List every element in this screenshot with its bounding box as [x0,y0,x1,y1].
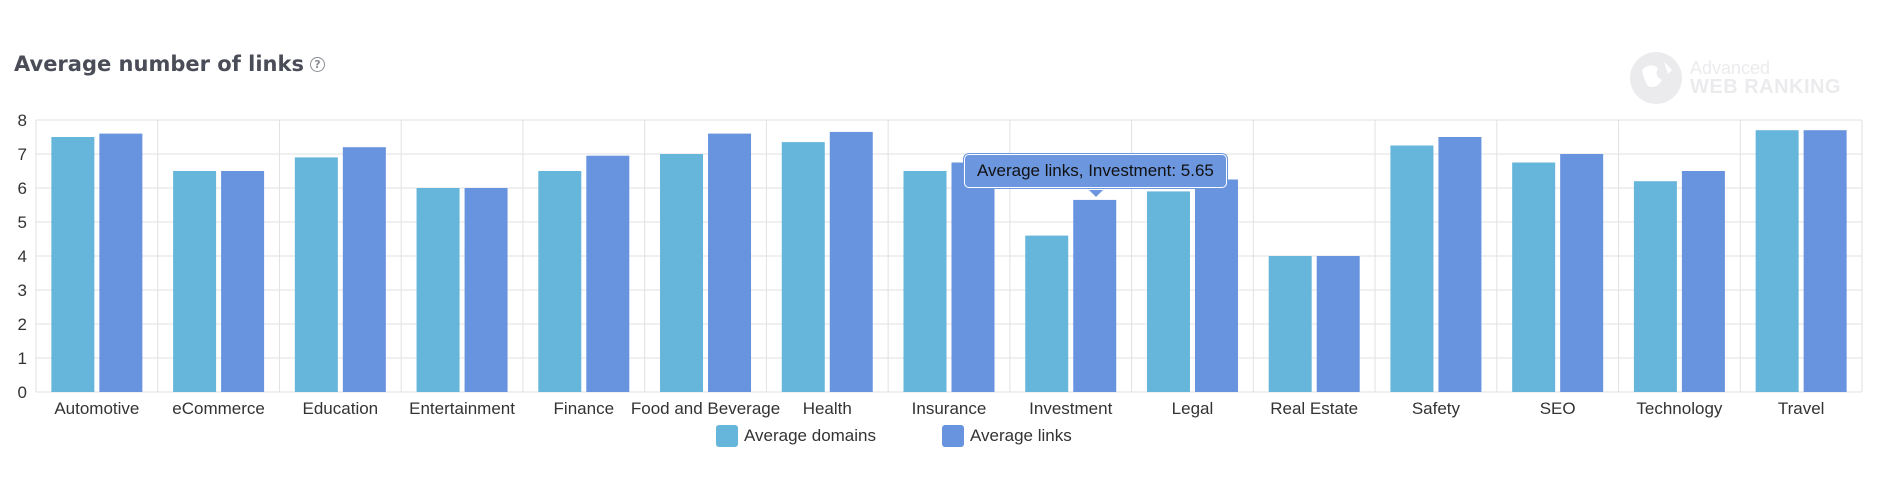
bar[interactable] [1512,162,1556,393]
legend-label-domains: Average domains [744,426,876,445]
legend-item-domains[interactable]: Average domains [716,425,876,447]
bar[interactable] [1438,137,1482,392]
y-tick-label: 2 [18,315,27,334]
bar[interactable] [708,133,752,392]
x-tick-label: eCommerce [172,399,265,418]
bar[interactable] [903,171,947,392]
x-tick-label: Insurance [912,399,987,418]
x-tick-label: Safety [1412,399,1461,418]
x-tick-label: Investment [1029,399,1112,418]
bar[interactable] [99,133,143,392]
y-tick-label: 6 [18,179,27,198]
bar[interactable] [464,188,508,392]
x-tick-label: Travel [1778,399,1825,418]
legend-swatch-links [942,425,964,447]
bar[interactable] [1073,199,1117,392]
bar[interactable] [1633,181,1677,392]
bar[interactable] [1803,130,1847,392]
bar[interactable] [781,142,825,392]
bar[interactable] [829,131,873,392]
bar[interactable] [294,157,338,392]
watermark-text: Advanced WEB RANKING [1690,59,1841,97]
bar[interactable] [173,171,217,392]
bar[interactable] [51,137,95,392]
bar[interactable] [1194,179,1238,393]
x-tick-label: Finance [554,399,614,418]
bar[interactable] [1681,171,1725,392]
question-circle-icon[interactable]: ? [309,56,325,72]
bar[interactable] [586,155,630,392]
x-tick-label: Food and Beverage [631,399,780,418]
chart-title: Average number of links [14,52,304,76]
x-tick-label: Entertainment [409,399,515,418]
chart-header: Average number of links ? [14,52,325,76]
bar[interactable] [221,171,265,392]
watermark-line2: WEB RANKING [1690,76,1842,98]
globe-logo-icon [1630,52,1682,104]
bar[interactable] [1025,235,1069,392]
tooltip-arrow [1089,190,1103,197]
bar[interactable] [951,162,995,393]
x-tick-label: Education [303,399,379,418]
bar[interactable] [1268,256,1312,392]
y-tick-label: 5 [18,213,27,232]
legend-label-links: Average links [970,426,1072,445]
x-tick-label: SEO [1540,399,1576,418]
bar[interactable] [660,154,704,392]
bar[interactable] [1316,256,1360,392]
legend-item-links[interactable]: Average links [942,425,1072,447]
x-tick-label: Health [803,399,852,418]
bar[interactable] [1146,191,1190,392]
x-tick-label: Automotive [54,399,139,418]
legend-swatch-domains [716,425,738,447]
bar[interactable] [1755,130,1799,392]
y-tick-label: 8 [18,111,27,130]
x-tick-label: Technology [1636,399,1723,418]
chart-tooltip: Average links, Investment: 5.65 [964,154,1227,188]
bar[interactable] [342,147,386,392]
y-tick-label: 4 [18,247,27,266]
legend: Average domains Average links [716,425,1138,447]
bar[interactable] [1560,154,1604,392]
x-tick-label: Legal [1172,399,1214,418]
x-tick-label: Real Estate [1270,399,1358,418]
bar[interactable] [538,171,582,392]
y-tick-label: 3 [18,281,27,300]
watermark-line1: Advanced [1690,58,1771,78]
y-tick-label: 7 [18,145,27,164]
watermark: Advanced WEB RANKING [1628,50,1841,106]
y-tick-label: 1 [18,349,27,368]
y-tick-label: 0 [18,383,27,402]
bar[interactable] [416,188,460,392]
bar[interactable] [1390,145,1434,393]
